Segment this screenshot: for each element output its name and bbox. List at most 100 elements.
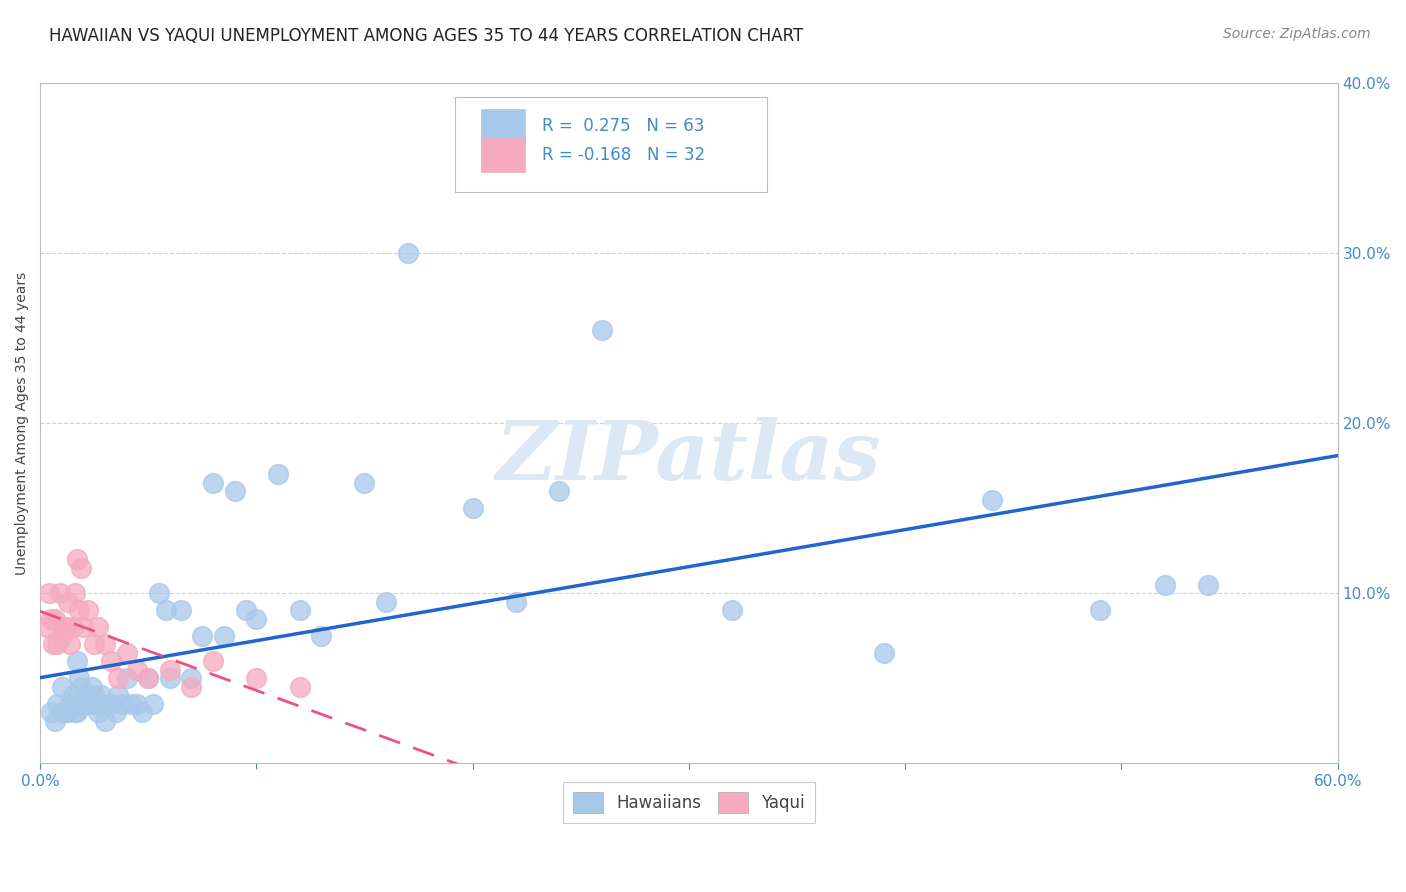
Point	[58, 595, 80, 609]
Point	[267, 467, 290, 482]
Point	[59, 697, 82, 711]
Point	[62, 697, 84, 711]
Point	[212, 629, 235, 643]
Point	[75, 688, 97, 702]
Point	[66, 654, 89, 668]
Point	[100, 697, 122, 711]
Point	[159, 671, 181, 685]
Legend: Hawaiians, Yaqui: Hawaiians, Yaqui	[562, 782, 815, 822]
Point	[35, 620, 58, 634]
Point	[63, 705, 86, 719]
Point	[72, 620, 94, 634]
Point	[107, 688, 129, 702]
Point	[44, 612, 66, 626]
Point	[235, 603, 257, 617]
Point	[136, 671, 159, 685]
Point	[115, 646, 138, 660]
Point	[94, 714, 117, 728]
Point	[461, 501, 484, 516]
Text: R = -0.168   N = 32: R = -0.168 N = 32	[543, 146, 706, 164]
Point	[39, 705, 62, 719]
Point	[70, 680, 93, 694]
Text: HAWAIIAN VS YAQUI UNEMPLOYMENT AMONG AGES 35 TO 44 YEARS CORRELATION CHART: HAWAIIAN VS YAQUI UNEMPLOYMENT AMONG AGE…	[49, 27, 803, 45]
Text: R =  0.275   N = 63: R = 0.275 N = 63	[543, 117, 704, 135]
Point	[39, 612, 62, 626]
Point	[67, 671, 90, 685]
Point	[80, 680, 103, 694]
Point	[38, 586, 60, 600]
Point	[245, 671, 267, 685]
Point	[59, 637, 82, 651]
Point	[52, 620, 75, 634]
Point	[148, 586, 170, 600]
Point	[980, 492, 1002, 507]
Point	[76, 697, 98, 711]
Point	[96, 697, 118, 711]
Point	[1088, 603, 1111, 617]
Point	[70, 560, 93, 574]
Point	[288, 680, 311, 694]
Point	[51, 629, 73, 643]
Point	[309, 629, 332, 643]
Point	[131, 705, 153, 719]
Point	[87, 705, 110, 719]
Point	[202, 654, 225, 668]
Point	[48, 586, 70, 600]
Point	[66, 705, 89, 719]
Point	[83, 688, 105, 702]
Point	[72, 697, 94, 711]
FancyBboxPatch shape	[456, 97, 766, 192]
Point	[79, 697, 101, 711]
Point	[159, 663, 181, 677]
Point	[94, 637, 117, 651]
Point	[83, 637, 105, 651]
Point	[245, 612, 267, 626]
Point	[87, 620, 110, 634]
Point	[51, 705, 73, 719]
Point	[58, 705, 80, 719]
Point	[142, 697, 165, 711]
Point	[180, 680, 202, 694]
Point	[288, 603, 311, 617]
Point	[1197, 578, 1219, 592]
Point	[100, 654, 122, 668]
Point	[55, 705, 77, 719]
Point	[136, 671, 159, 685]
Point	[62, 688, 84, 702]
Point	[115, 671, 138, 685]
Point	[46, 697, 69, 711]
Point	[224, 484, 246, 499]
Point	[111, 697, 134, 711]
Point	[127, 697, 149, 711]
Point	[170, 603, 193, 617]
Point	[66, 552, 89, 566]
Point	[872, 646, 894, 660]
Point	[62, 620, 84, 634]
FancyBboxPatch shape	[481, 109, 526, 143]
Point	[44, 714, 66, 728]
Point	[86, 697, 108, 711]
Point	[107, 671, 129, 685]
Point	[375, 595, 398, 609]
FancyBboxPatch shape	[481, 138, 526, 172]
Point	[55, 620, 77, 634]
Point	[548, 484, 571, 499]
Point	[67, 603, 90, 617]
Y-axis label: Unemployment Among Ages 35 to 44 years: Unemployment Among Ages 35 to 44 years	[15, 272, 30, 575]
Point	[591, 323, 613, 337]
Point	[42, 637, 65, 651]
Point	[46, 637, 69, 651]
Text: ZIPatlas: ZIPatlas	[496, 417, 882, 497]
Point	[127, 663, 149, 677]
Point	[51, 680, 73, 694]
Point	[155, 603, 177, 617]
Point	[104, 705, 127, 719]
Point	[63, 586, 86, 600]
Point	[505, 595, 527, 609]
Point	[90, 688, 112, 702]
Point	[1153, 578, 1175, 592]
Point	[353, 475, 375, 490]
Point	[120, 697, 142, 711]
Text: Source: ZipAtlas.com: Source: ZipAtlas.com	[1223, 27, 1371, 41]
Point	[721, 603, 744, 617]
